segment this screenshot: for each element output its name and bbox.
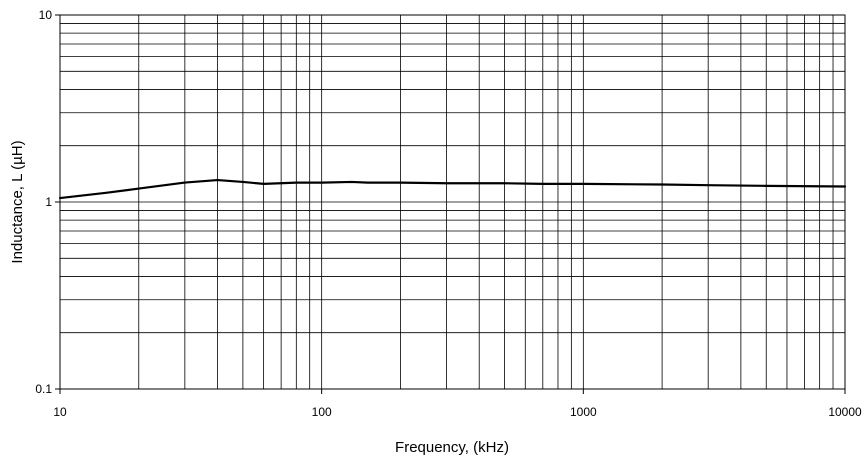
x-tick-label: 10000: [828, 405, 862, 419]
x-tick-label: 10: [53, 405, 67, 419]
y-tick-label: 0.1: [35, 382, 52, 396]
grid: [55, 14, 846, 394]
y-axis-title: Inductance, L (µH): [9, 140, 26, 263]
y-tick-label: 10: [39, 8, 53, 22]
y-tick-label: 1: [45, 195, 52, 209]
plot-frame: [59, 14, 846, 390]
x-tick-label: 1000: [570, 405, 597, 419]
series-layer: [58, 178, 847, 200]
x-axis-title: Frequency, (kHz): [395, 439, 509, 456]
y-tick-labels: 0.1 1 10: [35, 8, 52, 396]
x-tick-label: 100: [312, 405, 332, 419]
x-tick-labels: 10 100 1000 10000: [53, 405, 862, 419]
inductance-series-line: [58, 178, 847, 200]
